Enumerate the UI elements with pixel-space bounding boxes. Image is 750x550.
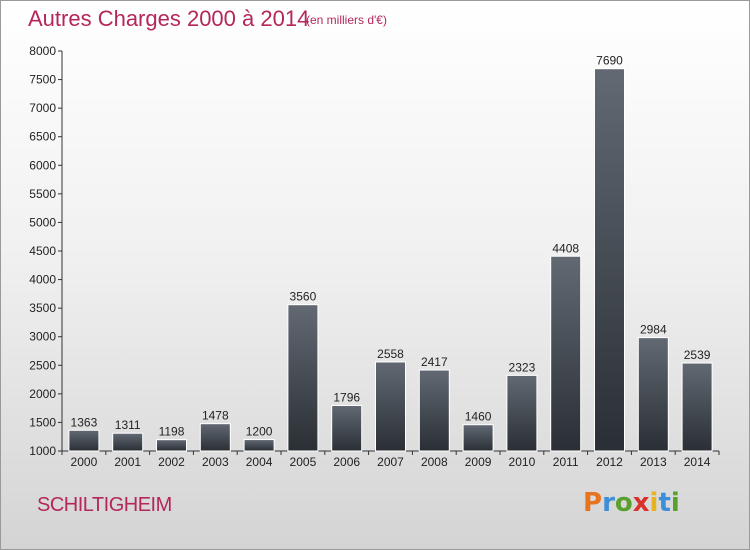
logo-letter: o (614, 488, 633, 518)
y-tick-label: 5000 (29, 215, 56, 229)
x-tick-label: 2011 (553, 455, 579, 469)
bar (331, 405, 363, 452)
bar (594, 68, 625, 452)
bar (287, 304, 319, 452)
x-tick-label: 2007 (377, 455, 404, 469)
data-label: 1460 (465, 410, 492, 424)
x-tick-label: 2008 (421, 455, 448, 469)
x-tick-label: 2001 (114, 455, 141, 469)
data-label: 2323 (509, 360, 536, 374)
logo-letter: t (658, 488, 671, 518)
data-label: 2539 (684, 348, 711, 362)
x-tick-label: 2002 (158, 455, 185, 469)
place-name: SCHILTIGHEIM (37, 494, 172, 516)
x-tick-label: 2003 (202, 455, 229, 469)
x-tick-label: 2005 (290, 455, 317, 469)
data-label: 2984 (640, 323, 667, 337)
data-label: 1311 (115, 418, 141, 432)
y-tick-label: 4500 (29, 244, 56, 258)
x-tick-label: 2004 (246, 455, 273, 469)
x-tick-label: 2013 (640, 455, 667, 469)
y-tick-label: 1500 (29, 415, 56, 429)
logo-letter: i (649, 488, 659, 518)
chart-subtitle: (en milliers d'€) (306, 13, 387, 27)
bar (112, 432, 144, 452)
chart-title: Autres Charges 2000 à 2014 (28, 6, 310, 31)
bar (156, 439, 187, 452)
bar (243, 439, 275, 452)
logo-letter: i (670, 488, 680, 518)
logo-letter: P (583, 488, 603, 518)
data-label: 4408 (552, 241, 579, 255)
y-tick-label: 7500 (29, 73, 56, 87)
data-label: 7690 (596, 54, 623, 68)
data-label: 1796 (333, 391, 360, 405)
y-tick-label: 4000 (29, 273, 56, 287)
x-tick-label: 2012 (596, 455, 623, 469)
y-tick-label: 6000 (29, 158, 56, 172)
x-tick-label: 2000 (71, 455, 98, 469)
x-tick-label: 2009 (465, 455, 492, 469)
bar (199, 423, 231, 452)
proxiti-logo[interactable]: Proxiti (583, 488, 680, 518)
x-tick-label: 2014 (684, 455, 711, 469)
x-tick-label: 2006 (333, 455, 360, 469)
chart-bars (68, 68, 713, 452)
y-tick-label: 3500 (29, 301, 56, 315)
y-tick-label: 5500 (29, 187, 56, 201)
logo-letter: x (632, 488, 650, 518)
bar (462, 424, 494, 452)
bar (681, 362, 713, 452)
data-label: 3560 (290, 290, 317, 304)
bar (550, 255, 582, 452)
y-tick-label: 7000 (29, 101, 56, 115)
bar (506, 374, 538, 452)
y-tick-label: 3000 (29, 330, 56, 344)
y-tick-label: 2000 (29, 387, 56, 401)
logo-letter: r (602, 488, 615, 518)
data-label: 1363 (71, 415, 98, 429)
y-tick-label: 6500 (29, 130, 56, 144)
chart-labels: 1363 1311 1198 1478 1200 3560 1796 2558 2417 1460… (71, 54, 711, 439)
bar (68, 429, 100, 452)
bar (418, 369, 450, 452)
data-label: 1198 (159, 425, 185, 439)
bar (637, 337, 669, 452)
data-label: 1200 (246, 425, 273, 439)
x-tick-label: 2010 (509, 455, 536, 469)
data-label: 2417 (421, 355, 448, 369)
data-label: 1478 (202, 409, 229, 423)
y-tick-label: 1000 (29, 444, 56, 458)
y-tick-label: 2500 (29, 358, 56, 372)
y-tick-label: 8000 (29, 44, 56, 58)
data-label: 2558 (377, 347, 404, 361)
bar (375, 361, 406, 452)
